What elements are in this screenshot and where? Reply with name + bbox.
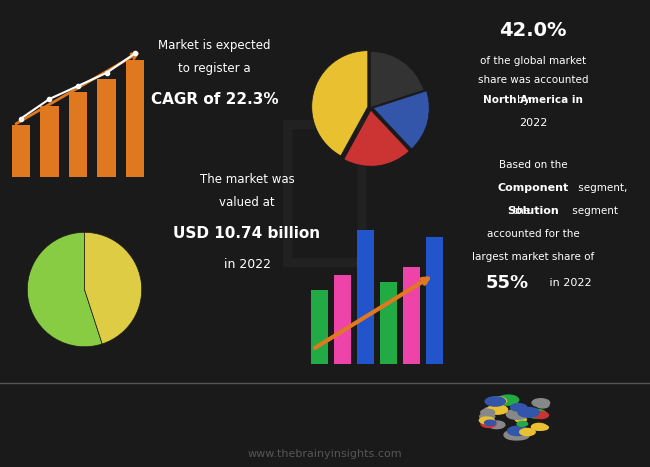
Text: CAGR of 22.3%: CAGR of 22.3%	[151, 92, 278, 107]
Circle shape	[481, 409, 495, 416]
Text: %: %	[73, 212, 96, 232]
Text: Component: Component	[497, 183, 569, 193]
Wedge shape	[312, 51, 368, 156]
Bar	[403, 267, 420, 364]
Text: 55%: 55%	[486, 275, 528, 292]
Circle shape	[509, 430, 530, 440]
Text: Based on the: Based on the	[499, 160, 567, 170]
Circle shape	[489, 404, 504, 411]
Bar	[12, 125, 30, 177]
Text: of the global market: of the global market	[480, 56, 586, 66]
Circle shape	[516, 427, 526, 432]
Text: in 2022: in 2022	[546, 278, 592, 289]
Text: largest market share of: largest market share of	[472, 252, 594, 262]
Bar	[334, 275, 351, 364]
Text: North America in: North America in	[483, 94, 583, 105]
Circle shape	[515, 417, 526, 422]
Text: THE
BRAINY
INSIGHTS: THE BRAINY INSIGHTS	[575, 397, 616, 430]
Circle shape	[489, 397, 506, 405]
Bar	[69, 92, 87, 177]
Text: segment,: segment,	[575, 183, 628, 193]
Text: 🛒: 🛒	[77, 271, 92, 295]
Wedge shape	[344, 110, 410, 166]
Bar	[40, 106, 58, 177]
Text: 2022: 2022	[519, 118, 547, 127]
Circle shape	[536, 402, 549, 408]
Wedge shape	[84, 233, 142, 344]
Circle shape	[511, 403, 526, 411]
Text: USD 10.74 billion: USD 10.74 billion	[174, 226, 320, 241]
Circle shape	[500, 396, 516, 403]
Text: The market was: The market was	[200, 173, 294, 186]
Text: in 2022: in 2022	[224, 258, 270, 271]
Circle shape	[479, 417, 494, 424]
Text: by: by	[517, 94, 533, 105]
Circle shape	[481, 421, 496, 427]
Circle shape	[498, 396, 517, 405]
Text: the: the	[513, 205, 533, 216]
Text: accounted for the: accounted for the	[487, 228, 579, 239]
Circle shape	[508, 426, 528, 436]
Bar	[311, 290, 328, 364]
Circle shape	[485, 420, 496, 425]
Circle shape	[488, 421, 505, 429]
Bar	[98, 79, 116, 177]
Circle shape	[504, 430, 526, 440]
Text: Solution: Solution	[507, 205, 559, 216]
Text: Market is expected: Market is expected	[158, 39, 271, 52]
Text: CYBER INSURANCE MARKET: CYBER INSURANCE MARKET	[22, 407, 368, 426]
Bar	[357, 230, 374, 364]
Wedge shape	[373, 91, 429, 149]
Text: segment: segment	[569, 205, 618, 216]
Text: %: %	[1, 349, 25, 373]
Circle shape	[534, 412, 549, 418]
Bar	[380, 282, 397, 364]
Bar	[426, 237, 443, 364]
Wedge shape	[370, 51, 424, 107]
Circle shape	[518, 408, 540, 417]
Text: share was accounted: share was accounted	[478, 75, 588, 85]
Text: 42.0%: 42.0%	[499, 21, 567, 40]
Text: 🌍: 🌍	[275, 110, 375, 273]
Wedge shape	[27, 233, 102, 347]
Text: valued at: valued at	[219, 197, 275, 210]
Circle shape	[488, 405, 508, 414]
Circle shape	[517, 421, 528, 426]
Circle shape	[520, 429, 535, 436]
Circle shape	[506, 409, 528, 419]
Text: www.thebrainyinsights.com: www.thebrainyinsights.com	[248, 449, 402, 460]
Circle shape	[538, 425, 549, 430]
Circle shape	[480, 413, 495, 420]
Circle shape	[527, 410, 546, 418]
Circle shape	[484, 407, 499, 414]
Circle shape	[498, 395, 519, 404]
Circle shape	[532, 424, 547, 430]
Circle shape	[532, 399, 550, 407]
Text: to register a: to register a	[178, 63, 251, 76]
Bar	[126, 60, 144, 177]
Circle shape	[485, 397, 506, 406]
